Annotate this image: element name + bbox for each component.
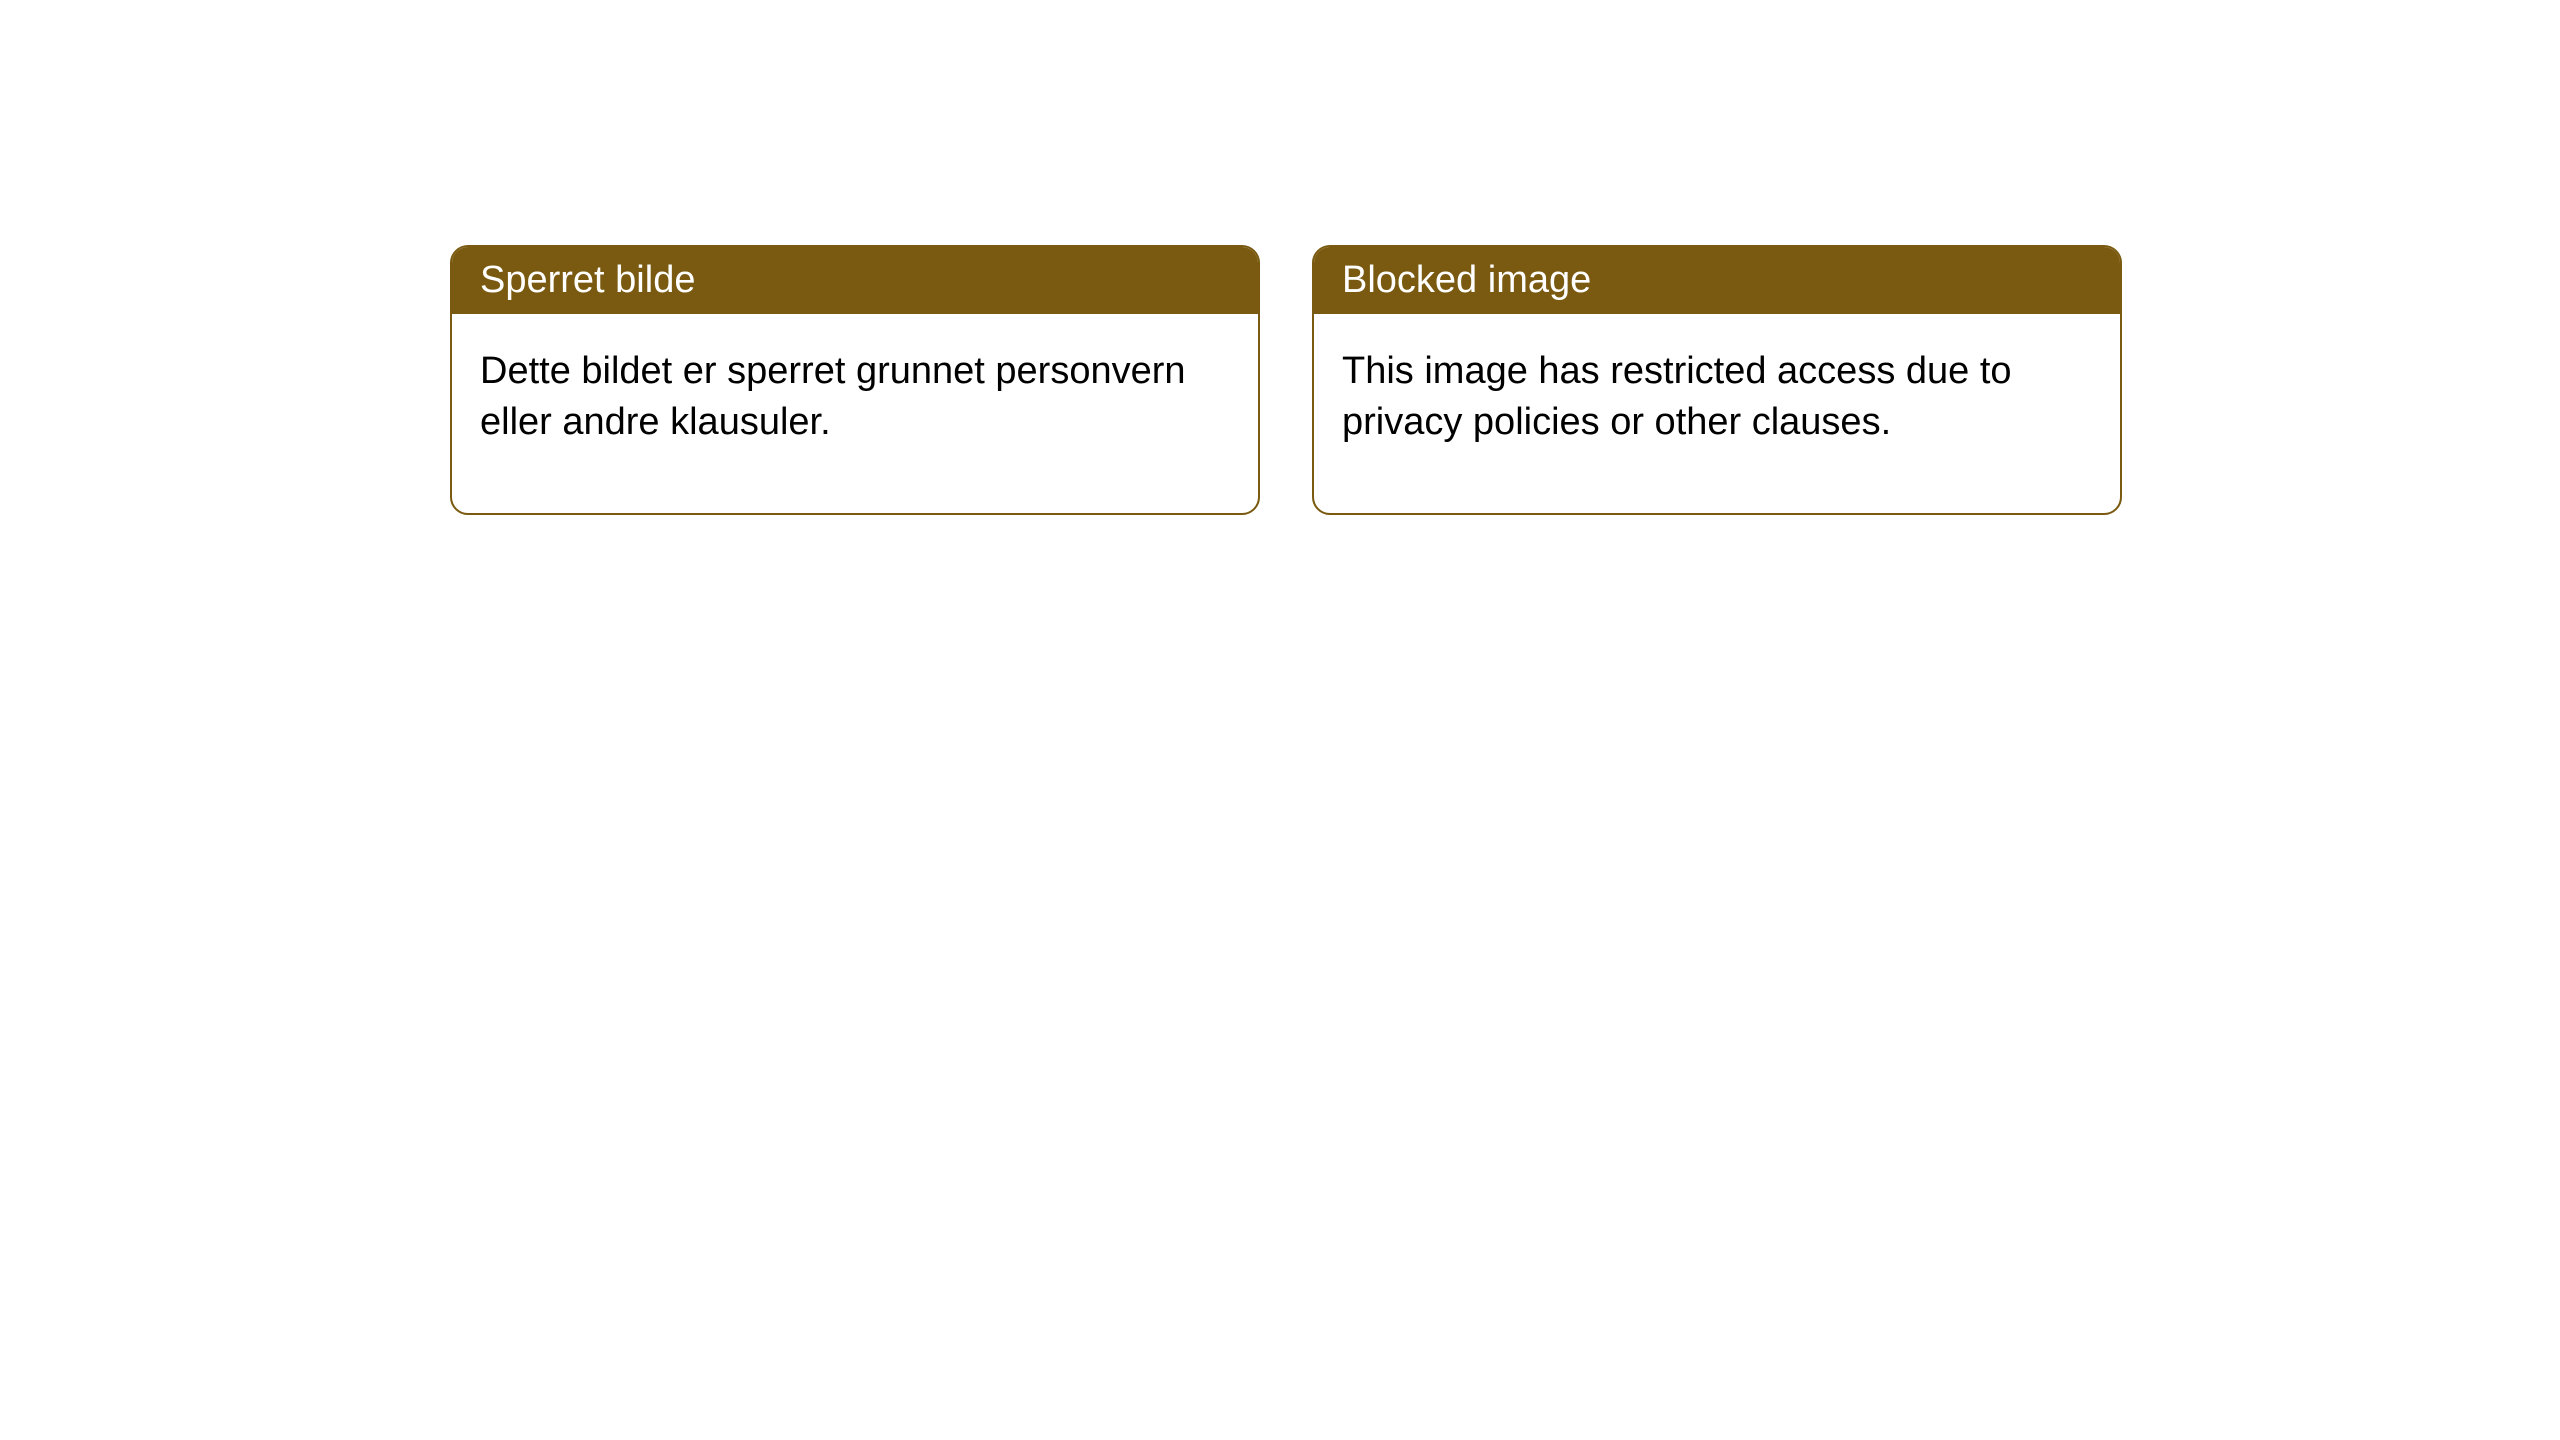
card-header-norwegian: Sperret bilde bbox=[452, 247, 1258, 314]
card-body-norwegian: Dette bildet er sperret grunnet personve… bbox=[452, 314, 1258, 513]
card-header-english: Blocked image bbox=[1314, 247, 2120, 314]
card-body-english: This image has restricted access due to … bbox=[1314, 314, 2120, 513]
notice-container: Sperret bilde Dette bildet er sperret gr… bbox=[450, 245, 2122, 515]
notice-card-english: Blocked image This image has restricted … bbox=[1312, 245, 2122, 515]
notice-card-norwegian: Sperret bilde Dette bildet er sperret gr… bbox=[450, 245, 1260, 515]
